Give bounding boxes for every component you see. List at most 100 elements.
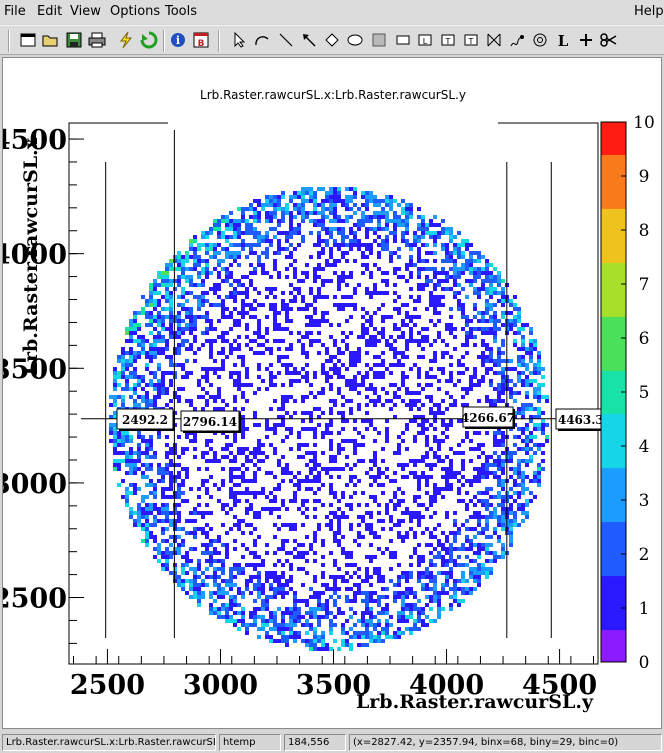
heatmap-bin [205,263,209,267]
heatmap-bin [285,207,289,211]
heatmap-bin [301,399,305,403]
curly-line-icon[interactable] [507,30,527,50]
cut-label-box[interactable] [116,408,174,430]
heatmap-bin [201,295,205,299]
save-icon[interactable] [64,30,84,50]
heatmap-bin [417,563,421,567]
heatmap-bin [245,583,249,587]
cut-label-box[interactable] [180,410,240,432]
menu-tools[interactable]: Tools [165,4,198,19]
heatmap-bin [201,543,205,547]
heatmap-bin [377,471,381,475]
paves-text-icon[interactable]: T [461,30,481,50]
heatmap-bin [521,379,525,383]
heatmap-bin [325,311,329,315]
heatmap-bin [241,395,245,399]
heatmap-bin [465,387,469,391]
pave-text-icon[interactable]: T [438,30,458,50]
heatmap-bin [317,339,321,343]
line-icon[interactable] [276,30,296,50]
heatmap-bin [441,219,445,223]
inspect-icon[interactable]: i [168,30,188,50]
heatmap-bin [317,603,321,607]
heatmap-bin [309,255,313,259]
heatmap-bin [461,267,465,271]
heatmap-bin [481,287,485,291]
marker-icon[interactable] [576,30,596,50]
diamond-icon[interactable] [322,30,342,50]
pave-label-icon[interactable]: L [415,30,435,50]
heatmap-bin [369,335,373,339]
heatmap-bin [217,575,221,579]
curly-arc-icon[interactable] [530,30,550,50]
heatmap-bin [441,371,445,375]
menu-edit[interactable]: Edit [37,4,63,19]
heatmap-bin [509,535,513,539]
interrupt-icon[interactable] [116,30,136,50]
heatmap-bin [433,575,437,579]
heatmap-bin [409,611,413,615]
heatmap-bin [321,631,325,635]
heatmap-bin [233,483,237,487]
heatmap-bin [165,435,169,439]
pave-icon[interactable] [393,30,413,50]
arrow-icon[interactable] [299,30,319,50]
heatmap-bin [153,399,157,403]
heatmap-bin [477,471,481,475]
menu-help[interactable]: Help [634,4,664,19]
heatmap-bin [357,207,361,211]
print-icon[interactable] [87,30,107,50]
heatmap-bin [457,563,461,567]
ellipse-icon[interactable] [345,30,365,50]
new-canvas-icon[interactable] [18,30,38,50]
heatmap-bin [321,451,325,455]
menu-options[interactable]: Options [110,4,161,19]
heatmap-bin [229,527,233,531]
palette-step [601,262,626,274]
heatmap-bin [249,307,253,311]
pad-icon[interactable] [369,30,389,50]
heatmap-bin [169,319,173,323]
arc-icon[interactable] [252,30,272,50]
heatmap-bin [377,535,381,539]
heatmap-bin [253,495,257,499]
heatmap-bin [281,583,285,587]
heatmap-bin [409,555,413,559]
heatmap-bin [281,403,285,407]
heatmap-bin [341,271,345,275]
histogram-plot[interactable]: Lrb.Raster.rawcurSL.x:Lrb.Raster.rawcurS… [3,58,663,730]
heatmap-bin [449,459,453,463]
plot-canvas[interactable]: Lrb.Raster.rawcurSL.x:Lrb.Raster.rawcurS… [2,57,662,729]
heatmap-bin [285,327,289,331]
cut-icon[interactable] [599,30,619,50]
heatmap-bin [481,451,485,455]
heatmap-bin [129,511,133,515]
heatmap-bin [489,287,493,291]
heatmap-bin [197,503,201,507]
graph-icon[interactable] [484,30,504,50]
heatmap-bin [493,319,497,323]
heatmap-bin [313,279,317,283]
heatmap-bin [305,559,309,563]
menu-file[interactable]: File [4,4,26,19]
heatmap-bin [129,435,133,439]
open-file-icon[interactable] [41,30,61,50]
cut-label-box[interactable] [462,406,514,428]
palette-step [601,392,626,404]
heatmap-bin [277,623,281,627]
heatmap-bin [297,447,301,451]
browser-icon[interactable]: B [191,30,211,50]
heatmap-bin [417,523,421,527]
latex-text-icon[interactable]: L [553,30,573,50]
heatmap-bin [181,447,185,451]
heatmap-bin [341,447,345,451]
refresh-icon[interactable] [139,30,159,50]
heatmap-bin [297,543,301,547]
heatmap-bin [489,383,493,387]
heatmap-bin [173,523,177,527]
heatmap-bin [297,227,301,231]
menu-view[interactable]: View [70,4,101,19]
heatmap-bin [225,279,229,283]
pointer-icon[interactable] [230,30,250,50]
